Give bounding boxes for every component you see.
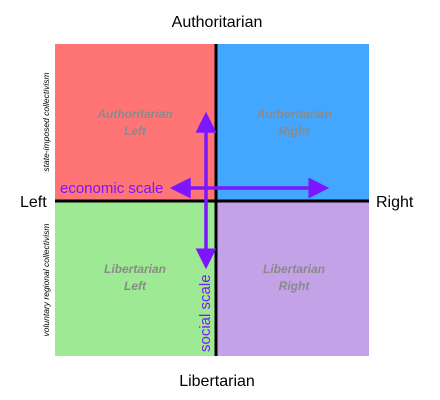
axis-label-right: Right <box>376 194 414 211</box>
axis-label-bottom: Libertarian <box>179 373 255 390</box>
quadrant-label-top-right-line2: Right <box>279 124 311 138</box>
quadrant-authoritarian-right <box>216 44 369 201</box>
quadrant-label-top-right-line1: Authoritarian <box>255 107 331 121</box>
economic-scale-label: economic scale <box>60 180 163 197</box>
quadrant-label-top-left-line1: Authoritarian <box>96 107 172 121</box>
axis-label-top: Authoritarian <box>172 14 263 31</box>
side-label-upper: state-imposed collectivism <box>41 72 51 171</box>
quadrant-libertarian-right <box>216 201 369 356</box>
quadrant-label-bottom-left-line2: Left <box>124 279 147 293</box>
social-scale-label: social scale <box>197 274 214 352</box>
axis-label-left: Left <box>20 194 47 211</box>
quadrant-label-bottom-right-line1: Libertarian <box>263 262 325 276</box>
quadrant-libertarian-left <box>55 201 216 356</box>
quadrant-label-top-left-line2: Left <box>124 124 147 138</box>
quadrant-authoritarian-left <box>55 44 216 201</box>
quadrant-label-bottom-left-line1: Libertarian <box>104 262 166 276</box>
side-label-lower: voluntary regional collectivism <box>41 224 51 337</box>
quadrant-label-bottom-right-line2: Right <box>279 279 311 293</box>
